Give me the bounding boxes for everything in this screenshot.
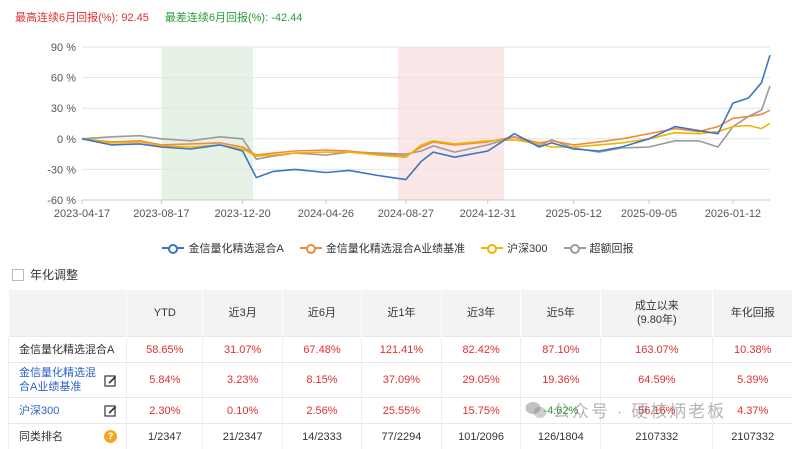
y-tick-label: -60 %: [47, 195, 76, 207]
row-name-cell[interactable]: 沪深300: [9, 398, 127, 424]
shaded-region-1: [161, 47, 253, 200]
legend-marker-icon: [564, 243, 586, 253]
x-tick-label: 2024-04-26: [298, 208, 354, 220]
value-cell: 2107332: [601, 424, 713, 449]
value-cell: 2107332: [713, 424, 792, 449]
column-header: 近6月: [282, 290, 361, 337]
column-header: 近5年: [521, 290, 601, 337]
x-tick-label: 2024-12-31: [460, 208, 516, 220]
column-header: [9, 290, 127, 337]
row-name: 同类排名: [19, 430, 63, 444]
column-header: 成立以来(9.80年): [601, 290, 713, 337]
value-cell: 82.42%: [441, 337, 521, 363]
value-cell: 1/2347: [127, 424, 203, 449]
top-stats: 最高连续6月回报(%): 92.45 最差连续6月回报(%): -42.44: [15, 9, 302, 25]
value-cell: 10.38%: [713, 337, 792, 363]
row-name[interactable]: 金信量化精选混合A业绩基准: [19, 366, 96, 394]
question-icon[interactable]: ?: [104, 430, 117, 443]
row-name-cell: 金信量化精选混合A: [9, 337, 127, 363]
row-name: 金信量化精选混合A: [19, 343, 114, 357]
legend-label: 超额回报: [590, 240, 634, 256]
legend-label: 金信量化精选混合A业绩基准: [326, 240, 465, 256]
x-tick-label: 2026-01-12: [705, 208, 761, 220]
value-cell: 15.75%: [441, 398, 521, 424]
row-name[interactable]: 沪深300: [19, 404, 59, 418]
legend-item-2[interactable]: 金信量化精选混合A业绩基准: [300, 240, 465, 256]
value-cell: 2.56%: [282, 398, 361, 424]
annualize-checkbox[interactable]: [12, 269, 24, 281]
value-cell: 64.59%: [601, 363, 713, 398]
value-cell: 19.36%: [521, 363, 601, 398]
value-cell: 121.41%: [362, 337, 442, 363]
value-cell: 87.10%: [521, 337, 601, 363]
value-cell: 2.30%: [127, 398, 203, 424]
column-header: 近3年: [441, 290, 521, 337]
x-tick-label: 2024-08-27: [378, 208, 434, 220]
y-tick-label: 0 %: [57, 134, 76, 146]
x-tick-label: 2023-04-17: [54, 208, 110, 220]
value-cell: 37.09%: [362, 363, 442, 398]
row-name-cell: 同类排名?: [9, 424, 127, 449]
y-tick-label: 60 %: [51, 73, 76, 85]
value-cell: 0.10%: [203, 398, 282, 424]
annualize-label: 年化调整: [30, 266, 78, 283]
column-header: 年化回报: [713, 290, 792, 337]
chart-legend: 金信量化精选混合A 金信量化精选混合A业绩基准 沪深300 超额回报: [0, 240, 796, 256]
legend-item-4[interactable]: 超额回报: [564, 240, 634, 256]
value-cell: 5.39%: [713, 363, 792, 398]
worst-6m-return: 最差连续6月回报(%): -42.44: [165, 9, 303, 25]
legend-label: 金信量化精选混合A: [188, 240, 283, 256]
edit-icon[interactable]: [104, 374, 117, 387]
legend-label: 沪深300: [507, 240, 547, 256]
legend-marker-icon: [481, 243, 503, 253]
column-header: 近1年: [362, 290, 442, 337]
legend-marker-icon: [300, 243, 322, 253]
shaded-region-2: [398, 47, 504, 200]
x-tick-label: 2023-12-20: [214, 208, 270, 220]
annualize-toggle[interactable]: 年化调整: [12, 266, 78, 283]
x-tick-label: 2023-08-17: [133, 208, 189, 220]
value-cell: 126/1804: [521, 424, 601, 449]
value-cell: 21/2347: [203, 424, 282, 449]
best-6m-return: 最高连续6月回报(%): 92.45: [15, 9, 149, 25]
value-cell: 29.05%: [441, 363, 521, 398]
watermark-text: 公众号 · 硬核炳老板: [553, 397, 726, 422]
y-tick-label: -30 %: [47, 164, 76, 176]
edit-icon[interactable]: [104, 404, 117, 417]
x-tick-label: 2025-09-05: [621, 208, 677, 220]
row-name-cell[interactable]: 金信量化精选混合A业绩基准: [9, 363, 127, 398]
legend-item-3[interactable]: 沪深300: [481, 240, 547, 256]
value-cell: 5.84%: [127, 363, 203, 398]
legend-marker-icon: [162, 243, 184, 253]
value-cell: 67.48%: [282, 337, 361, 363]
performance-chart[interactable]: 90 % 60 % 30 % 0 % -30 % -60 %2023-04-17 2023-…: [0, 30, 796, 230]
x-tick-label: 2025-05-12: [545, 208, 601, 220]
value-cell: 25.55%: [362, 398, 442, 424]
y-tick-label: 30 %: [51, 103, 76, 115]
watermark: 公众号 · 硬核炳老板: [525, 397, 726, 422]
value-cell: 14/2333: [282, 424, 361, 449]
value-cell: 8.15%: [282, 363, 361, 398]
table-row: 金信量化精选混合A 58.65%31.07%67.48%121.41%82.42%…: [9, 337, 793, 363]
y-tick-label: 90 %: [51, 42, 76, 54]
value-cell: 101/2096: [441, 424, 521, 449]
value-cell: 31.07%: [203, 337, 282, 363]
column-header: 近3月: [203, 290, 282, 337]
column-header: YTD: [127, 290, 203, 337]
legend-item-1[interactable]: 金信量化精选混合A: [162, 240, 283, 256]
table-row: 金信量化精选混合A业绩基准 5.84%3.23%8.15%37.09%29.05%…: [9, 363, 793, 398]
value-cell: 58.65%: [127, 337, 203, 363]
value-cell: 3.23%: [203, 363, 282, 398]
value-cell: 163.07%: [601, 337, 713, 363]
wechat-icon: [525, 401, 547, 419]
value-cell: 77/2294: [362, 424, 442, 449]
